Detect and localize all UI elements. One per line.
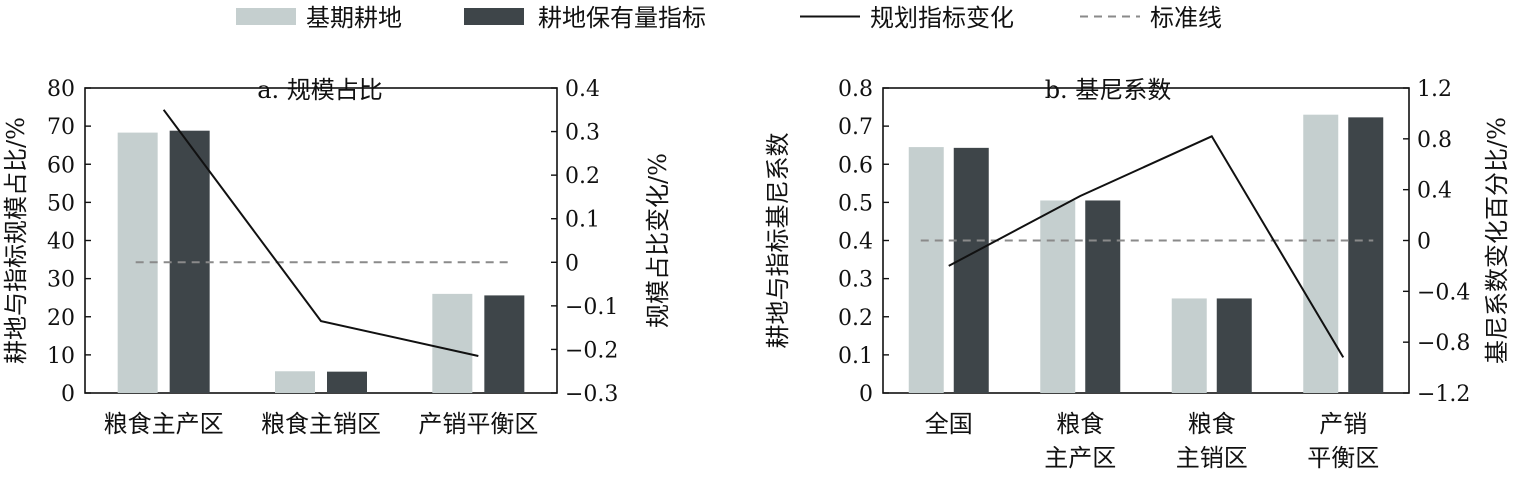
chart-panel-b: 0 0.1 0.2 0.3 0.4 0.5 0.6 0.7 0.8 −1.2 −0.8 −0.4 0 0.… — [764, 76, 1511, 472]
y2-tick-label: 0.4 — [1417, 179, 1452, 204]
bar-target — [1216, 298, 1252, 393]
y2-tick-label: 0 — [1417, 230, 1431, 255]
y2-tick-label: −0.8 — [1417, 331, 1470, 356]
y2-tick-label: −1.2 — [1417, 382, 1470, 407]
chart-title: b. 基尼系数 — [1045, 76, 1172, 104]
y-tick-label: 30 — [47, 268, 75, 293]
y-tick-label: 40 — [47, 230, 75, 255]
y-tick-label: 80 — [47, 77, 75, 102]
y2-tick-label: −0.4 — [1417, 280, 1470, 305]
y2-tick-label: −0.2 — [565, 338, 618, 363]
chart-title: a. 规模占比 — [257, 76, 383, 104]
x-category-label: 粮食 — [1188, 410, 1236, 438]
bar-target — [1348, 117, 1384, 393]
bar-target — [327, 371, 367, 393]
bar-target — [169, 130, 210, 393]
x-category-label: 粮食主销区 — [261, 410, 381, 438]
legend-swatch-base — [236, 8, 296, 25]
bar-base — [1171, 298, 1207, 393]
x-category-label: 粮食 — [1056, 410, 1104, 438]
change-line — [948, 135, 1345, 358]
bar-base — [1303, 114, 1339, 393]
x-category-label: 主产区 — [1044, 444, 1116, 472]
y2-tick-label: 1.2 — [1417, 77, 1452, 102]
bar-base — [432, 293, 473, 393]
y-tick-label: 0.1 — [838, 344, 873, 369]
y-tick-label: 0 — [859, 382, 873, 407]
bar-base — [275, 371, 315, 393]
legend-swatch-target — [464, 8, 524, 25]
y2-tick-label: 0.3 — [565, 121, 600, 146]
y2-tick-label: 0.8 — [1417, 128, 1452, 153]
y-tick-label: 0.6 — [838, 153, 873, 178]
y-tick-label: 10 — [47, 344, 75, 369]
y-tick-label: 0.3 — [838, 268, 873, 293]
y-tick-label: 20 — [47, 306, 75, 331]
y-axis-label: 耕地与指标规模占比/% — [2, 117, 30, 364]
y-tick-label: 0 — [61, 382, 75, 407]
y2-tick-label: 0.4 — [565, 77, 600, 102]
x-category-label: 主销区 — [1176, 444, 1248, 472]
bar-target — [1085, 200, 1121, 393]
legend-label-target: 耕地保有量指标 — [538, 4, 706, 32]
y-axis-label: 耕地与指标基尼系数 — [764, 133, 792, 349]
y2-axis-label: 规模占比变化/% — [644, 153, 672, 328]
y2-axis-label: 基尼系数变化百分比/% — [1483, 117, 1511, 364]
bar-base — [1040, 200, 1076, 393]
x-category-label: 全国 — [925, 410, 973, 438]
bar-target — [484, 295, 525, 393]
y2-tick-label: 0.2 — [565, 164, 600, 189]
chart-panel-a: 0 10 20 30 40 50 60 70 80 −0.3 −0.2 −0.1 0 0.1 0.2 0.3 0… — [2, 76, 672, 438]
x-category-label: 产销 — [1319, 410, 1367, 438]
y2-tick-label: −0.3 — [565, 382, 618, 407]
y-tick-label: 50 — [47, 191, 75, 216]
x-category-label: 平衡区 — [1307, 444, 1379, 472]
y2-tick-label: 0.1 — [565, 208, 600, 233]
legend-label-line: 规划指标变化 — [870, 4, 1014, 32]
y-tick-label: 0.2 — [838, 306, 873, 331]
y-tick-label: 70 — [47, 115, 75, 140]
legend-label-base: 基期耕地 — [306, 4, 402, 32]
bar-base — [908, 147, 944, 393]
y2-tick-label: −0.1 — [565, 295, 618, 320]
x-category-label: 产销平衡区 — [418, 410, 538, 438]
y-tick-label: 0.8 — [838, 77, 873, 102]
bar-target — [953, 147, 989, 393]
y2-tick-label: 0 — [565, 251, 579, 276]
legend-label-dash: 标准线 — [1150, 4, 1222, 32]
change-line — [162, 109, 479, 357]
y-tick-label: 0.5 — [838, 191, 873, 216]
x-category-label: 粮食主产区 — [104, 410, 224, 438]
y-tick-label: 0.4 — [838, 230, 873, 255]
legend: 基期耕地 耕地保有量指标 规划指标变化 标准线 — [236, 4, 1222, 32]
y-tick-label: 0.7 — [838, 115, 873, 140]
y-tick-label: 60 — [47, 153, 75, 178]
